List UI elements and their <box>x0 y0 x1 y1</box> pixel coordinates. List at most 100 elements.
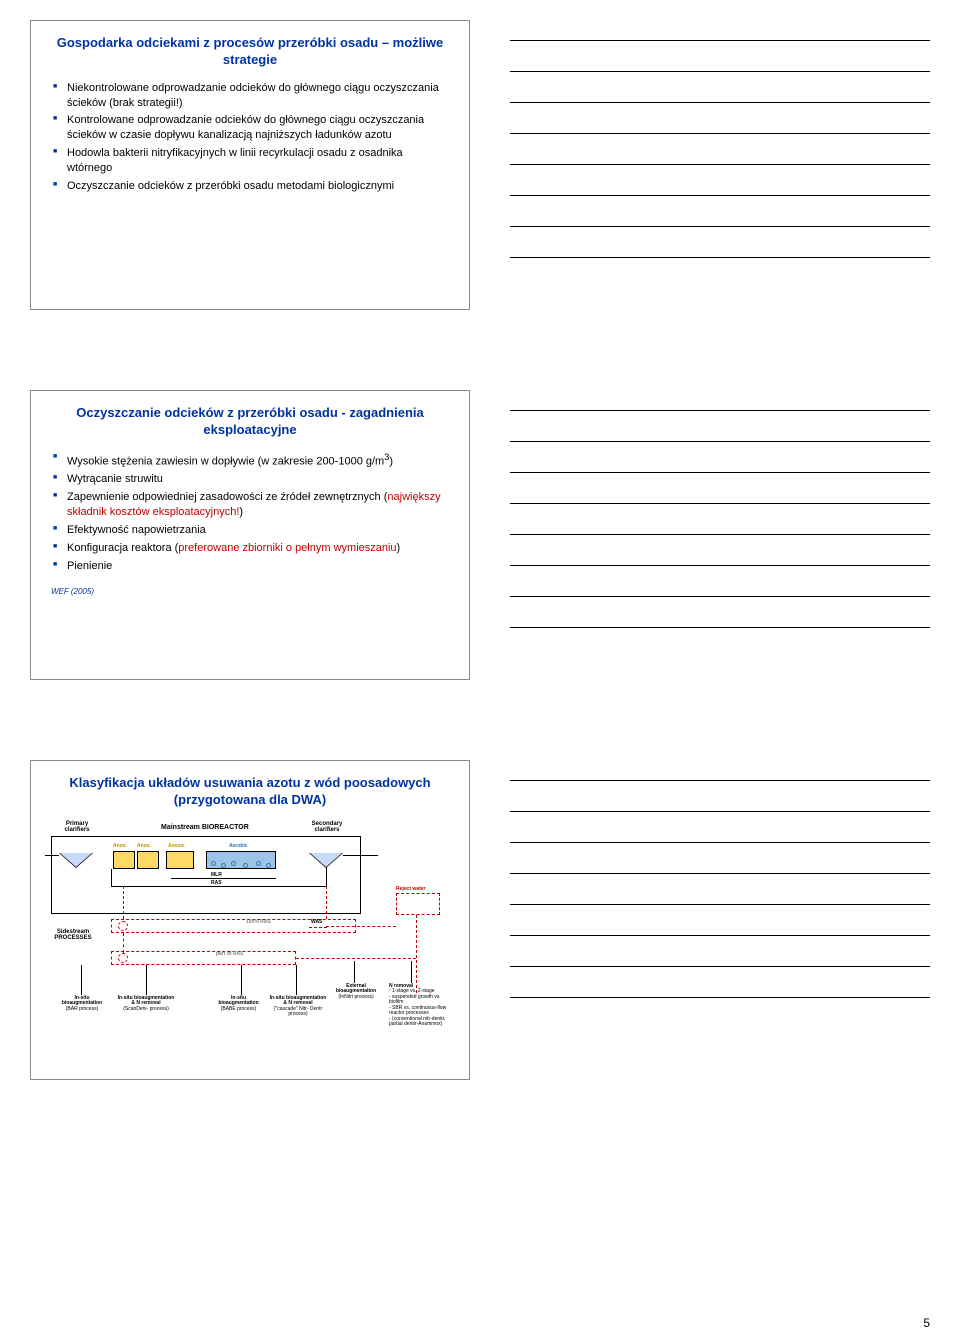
red-conn-h <box>326 926 396 927</box>
note-line <box>510 596 930 597</box>
col-left-3: Klasyfikacja układów usuwania azotu z wó… <box>30 760 470 1080</box>
text: External bioaugmentation <box>336 983 376 995</box>
note-line <box>510 164 930 165</box>
red-conn <box>326 886 327 919</box>
outflow-line <box>343 855 378 856</box>
bubble-icon <box>211 861 216 866</box>
text: - (conventional nitr-denitr, partial den… <box>389 1016 445 1028</box>
label-anox-2: Anox. <box>137 843 151 849</box>
tree-v3 <box>241 965 242 995</box>
note-line <box>510 966 930 967</box>
bubble-icon <box>266 863 271 868</box>
list-item: Oczyszczanie odcieków z przeróbki osadu … <box>53 179 449 194</box>
sidestream-circle <box>118 921 128 931</box>
text: (ScanDeni- process) <box>123 1006 169 1012</box>
tree-v6 <box>411 961 412 983</box>
col-right-3 <box>500 760 930 1080</box>
label-anox-1: Anox. <box>113 843 127 849</box>
note-line <box>510 842 930 843</box>
note-line <box>510 226 930 227</box>
list-item: Wytrącanie struwitu <box>53 472 449 487</box>
list-item: Zapewnienie odpowiedniej zasadowości ze … <box>53 490 449 520</box>
note-line <box>510 40 930 41</box>
bubble-icon <box>231 861 236 866</box>
row-2: Oczyszczanie odcieków z przeróbki osadu … <box>30 390 930 680</box>
note-line <box>510 873 930 874</box>
label-primary: Primary clarifiers <box>57 821 97 833</box>
slide-1: Gospodarka odciekami z procesów przeróbk… <box>30 20 470 310</box>
box-b2: In-situ bioaugmentation & N removal (Sca… <box>117 996 175 1013</box>
page-container: Gospodarka odciekami z procesów przeróbk… <box>0 0 960 1340</box>
note-line <box>510 780 930 781</box>
process-diagram: Primary clarifiers Mainstream BIOREACTOR… <box>51 821 449 1051</box>
bubble-icon <box>221 863 226 868</box>
slide-3-title: Klasyfikacja układów usuwania azotu z wó… <box>51 775 449 809</box>
label-ras: RAS <box>211 880 222 886</box>
label-reject: Reject water <box>396 886 425 892</box>
slide-1-title: Gospodarka odciekami z procesów przeróbk… <box>51 35 449 69</box>
note-line <box>510 71 930 72</box>
note-line <box>510 503 930 504</box>
list-item: Konfiguracja reaktora (preferowane zbior… <box>53 541 449 556</box>
label-mainstream: Mainstream BIOREACTOR <box>161 824 249 831</box>
label-sidestream: Sidestream PROCESSES <box>49 929 97 941</box>
note-line <box>510 441 930 442</box>
row-3: Klasyfikacja układów usuwania azotu z wó… <box>30 760 930 1080</box>
anox-tank-2 <box>137 851 159 869</box>
list-item: Kontrolowane odprowadzanie odcieków do g… <box>53 113 449 143</box>
box-b1: In-situ bioaugmentation (BAR process) <box>57 996 107 1013</box>
ras-v2 <box>111 869 112 886</box>
note-line <box>510 102 930 103</box>
slide-2: Oczyszczanie odcieków z przeróbki osadu … <box>30 390 470 680</box>
slide-2-bullets: Wysokie stężenia zawiesin w dopływie (w … <box>51 451 449 574</box>
note-line <box>510 133 930 134</box>
tree-v5 <box>354 961 355 983</box>
text: (BABE process) <box>221 1006 257 1012</box>
text: ) <box>239 506 243 518</box>
list-item: Hodowla bakterii nitryfikacyjnych w lini… <box>53 146 449 176</box>
label-secondary: Secondary clarifiers <box>306 821 348 833</box>
note-line <box>510 257 930 258</box>
text: Zapewnienie odpowiedniej zasadowości ze … <box>67 491 387 503</box>
highlight-text: preferowane zbiorniki o pełnym wymieszan… <box>178 542 396 554</box>
col-right-1 <box>500 20 930 310</box>
text: (InNitri process) <box>338 994 373 1000</box>
list-item: Efektywność napowietrzania <box>53 523 449 538</box>
text: In-situ bioaugmentation & N removal <box>270 995 327 1007</box>
mainstream-block <box>51 836 361 914</box>
note-line <box>510 410 930 411</box>
citation: WEF (2005) <box>51 587 449 596</box>
text: ) <box>389 455 393 467</box>
label-partras: part of RAS <box>216 951 244 957</box>
notes-1 <box>510 20 930 258</box>
text: - suspended growth vs. biofilm <box>389 994 441 1006</box>
label-anoxic: Anoxic <box>168 843 185 849</box>
slide-3: Klasyfikacja układów usuwania azotu z wó… <box>30 760 470 1080</box>
sidestream-box-2 <box>111 951 296 965</box>
box-b4: In-situ bioaugmentation & N removal ("ca… <box>269 996 327 1018</box>
col-right-2 <box>500 390 930 680</box>
col-left-2: Oczyszczanie odcieków z przeróbki osadu … <box>30 390 470 680</box>
list-item: Niekontrolowane odprowadzanie odcieków d… <box>53 81 449 111</box>
text: Konfiguracja reaktora ( <box>67 542 178 554</box>
slide-2-title: Oczyszczanie odcieków z przeróbki osadu … <box>51 405 449 439</box>
slide-1-bullets: Niekontrolowane odprowadzanie odcieków d… <box>51 81 449 194</box>
note-line <box>510 195 930 196</box>
note-line <box>510 997 930 998</box>
box-b6: N removal - 1-stage vs. 2-stage - suspen… <box>389 984 447 1028</box>
notes-3 <box>510 760 930 998</box>
text: In-situ bioaugmentation <box>218 995 258 1007</box>
text: (BAR process) <box>66 1006 99 1012</box>
label-mlr: MLR <box>211 872 222 878</box>
bubble-icon <box>256 861 261 866</box>
inflow-line <box>45 855 59 856</box>
tree-v1 <box>81 965 82 995</box>
note-line <box>510 935 930 936</box>
red-conn-h3 <box>296 958 416 959</box>
sidestream-circle <box>118 953 128 963</box>
anoxic-tank <box>166 851 194 869</box>
note-line <box>510 627 930 628</box>
note-line <box>510 811 930 812</box>
anox-tank-1 <box>113 851 135 869</box>
page-number: 5 <box>923 1316 930 1330</box>
